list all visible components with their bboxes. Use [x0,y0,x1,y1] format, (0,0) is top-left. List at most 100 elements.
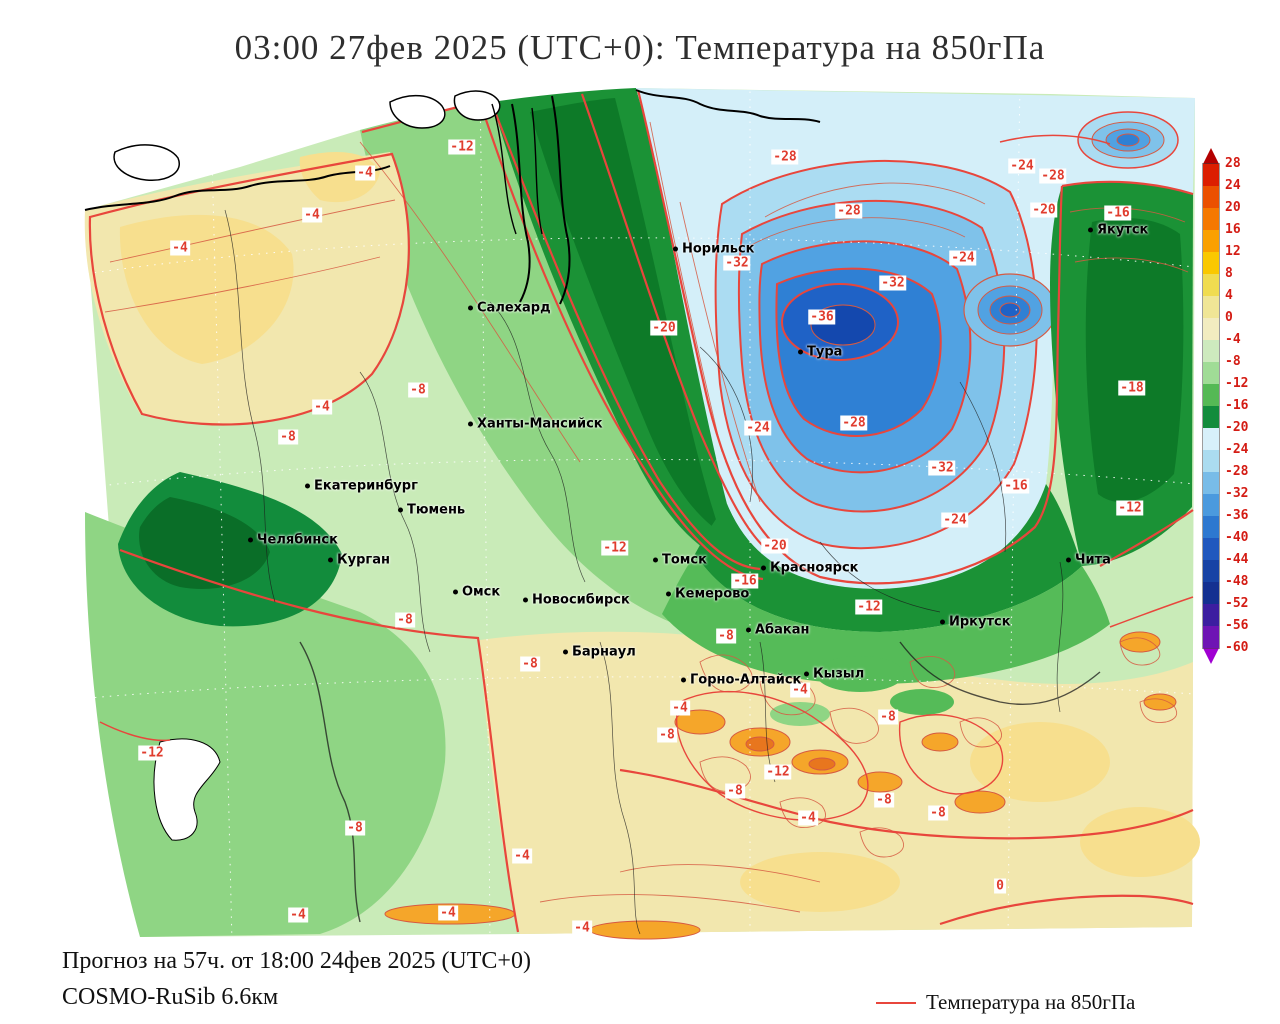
temperature-field [84,88,1200,940]
contour-label: -8 [716,628,736,644]
city-label: Омск [462,584,501,600]
contour-lines [88,89,1194,933]
colorbar-tick-label: -12 [1225,376,1249,391]
contour-label: 0 [994,878,1006,894]
colorbar-segment [1203,384,1219,406]
contour-label: -8 [520,656,540,672]
contour-label: -18 [1118,380,1146,396]
city-dot-icon [653,557,658,563]
city-label: Кемерово [675,586,750,602]
city-label: Челябинск [257,532,338,548]
contour-label: -4 [312,399,332,415]
contour-label: -12 [601,540,629,556]
city-label: Екатеринбург [314,478,418,494]
contour-label: -16 [1104,205,1132,221]
contour-label: -8 [408,382,428,398]
colorbar-segment [1203,472,1219,494]
contour-label: -4 [170,240,190,256]
colorbar-tick-label: 16 [1225,222,1241,237]
contour-label: -28 [840,415,868,431]
city-label: Красноярск [770,560,859,576]
city-marker: Ханты-Мансийск [468,417,603,432]
colorbar-tick-label: 20 [1225,200,1241,215]
contour-label: -28 [1039,168,1067,184]
contour-label: -8 [928,805,948,821]
city-marker: Омск [453,585,500,600]
city-marker: Новосибирск [523,593,630,608]
page-title: 03:00 27фев 2025 (UTC+0): Температура на… [234,28,1046,67]
contour-label: -8 [657,727,677,743]
colorbar-segment [1203,560,1219,582]
city-marker: Кемерово [666,587,749,602]
colorbar: 28 24 20 16 12 8 4 0 -4 -8 -12 -16 -20 -24 -28 -32 -36 -4… [1202,148,1279,708]
contour-label: -20 [761,538,789,554]
city-label: Кызыл [813,666,865,682]
contour-label: -4 [512,848,532,864]
colorbar-tick-label: 24 [1225,178,1241,193]
model-info: COSMO-RuSib 6.6км [62,984,279,1010]
city-dot-icon [563,649,568,655]
colorbar-tick-label: -20 [1225,420,1249,435]
colorbar-tick-label: -32 [1225,486,1249,501]
contour-label: -4 [670,700,690,716]
city-marker: Тура [798,345,842,360]
colorbar-tick-label: -60 [1225,640,1249,655]
colorbar-segment [1203,340,1219,362]
graticule [64,83,1196,945]
city-dot-icon [1066,557,1071,563]
contour-label: -28 [771,149,799,165]
colorbar-segment [1203,296,1219,318]
contour-label: -16 [1002,478,1030,494]
city-label: Норильск [682,241,755,257]
city-marker: Якутск [1088,223,1148,238]
colorbar-tick-label: 4 [1225,288,1233,303]
colorbar-segment [1203,494,1219,516]
city-marker: Норильск [673,242,755,257]
contour-label: -20 [1030,202,1058,218]
city-dot-icon [398,507,403,513]
colorbar-segment [1203,318,1219,340]
city-dot-icon [305,483,310,489]
contour-label: -8 [725,783,745,799]
contour-label: -4 [355,165,375,181]
colorbar-tick-label: -16 [1225,398,1249,413]
city-dot-icon [328,557,333,563]
colorbar-tick-label: -4 [1225,332,1241,347]
contour-label: -4 [288,907,308,923]
contour-label: -12 [448,139,476,155]
contour-label: -16 [731,573,759,589]
contour-label: -4 [790,682,810,698]
colorbar-tick-label: 12 [1225,244,1241,259]
city-dot-icon [746,627,751,633]
city-dot-icon [666,591,671,597]
city-dot-icon [468,421,473,427]
colorbar-tick-label: -44 [1225,552,1249,567]
colorbar-segment [1203,538,1219,560]
city-marker: Абакан [746,623,810,638]
contour-label: -8 [878,709,898,725]
colorbar-segment [1203,626,1219,648]
city-marker: Иркутск [940,615,1011,630]
colorbar-tick-label: 8 [1225,266,1233,281]
colorbar-tick-label: -8 [1225,354,1241,369]
colorbar-labels: 28 24 20 16 12 8 4 0 -4 -8 -12 -16 -20 -24 -28 -32 -36 -4… [1225,157,1271,655]
city-marker: Курган [328,553,390,568]
colorbar-tick-label: -24 [1225,442,1249,457]
contour-label: -8 [874,792,894,808]
city-dot-icon [681,677,686,683]
colorbar-tick-label: -36 [1225,508,1249,523]
city-label: Новосибирск [532,592,630,608]
contour-label: -28 [835,203,863,219]
admin-borders [224,209,1101,935]
contour-label: -12 [1116,500,1144,516]
colorbar-segment [1203,428,1219,450]
colorbar-segment [1203,252,1219,274]
contour-label: -4 [572,920,592,936]
contour-label: -24 [949,250,977,266]
city-label: Томск [662,552,707,568]
contour-label: -4 [438,905,458,921]
city-marker: Томск [653,553,707,568]
colorbar-segment [1203,516,1219,538]
colorbar-segment [1203,274,1219,296]
